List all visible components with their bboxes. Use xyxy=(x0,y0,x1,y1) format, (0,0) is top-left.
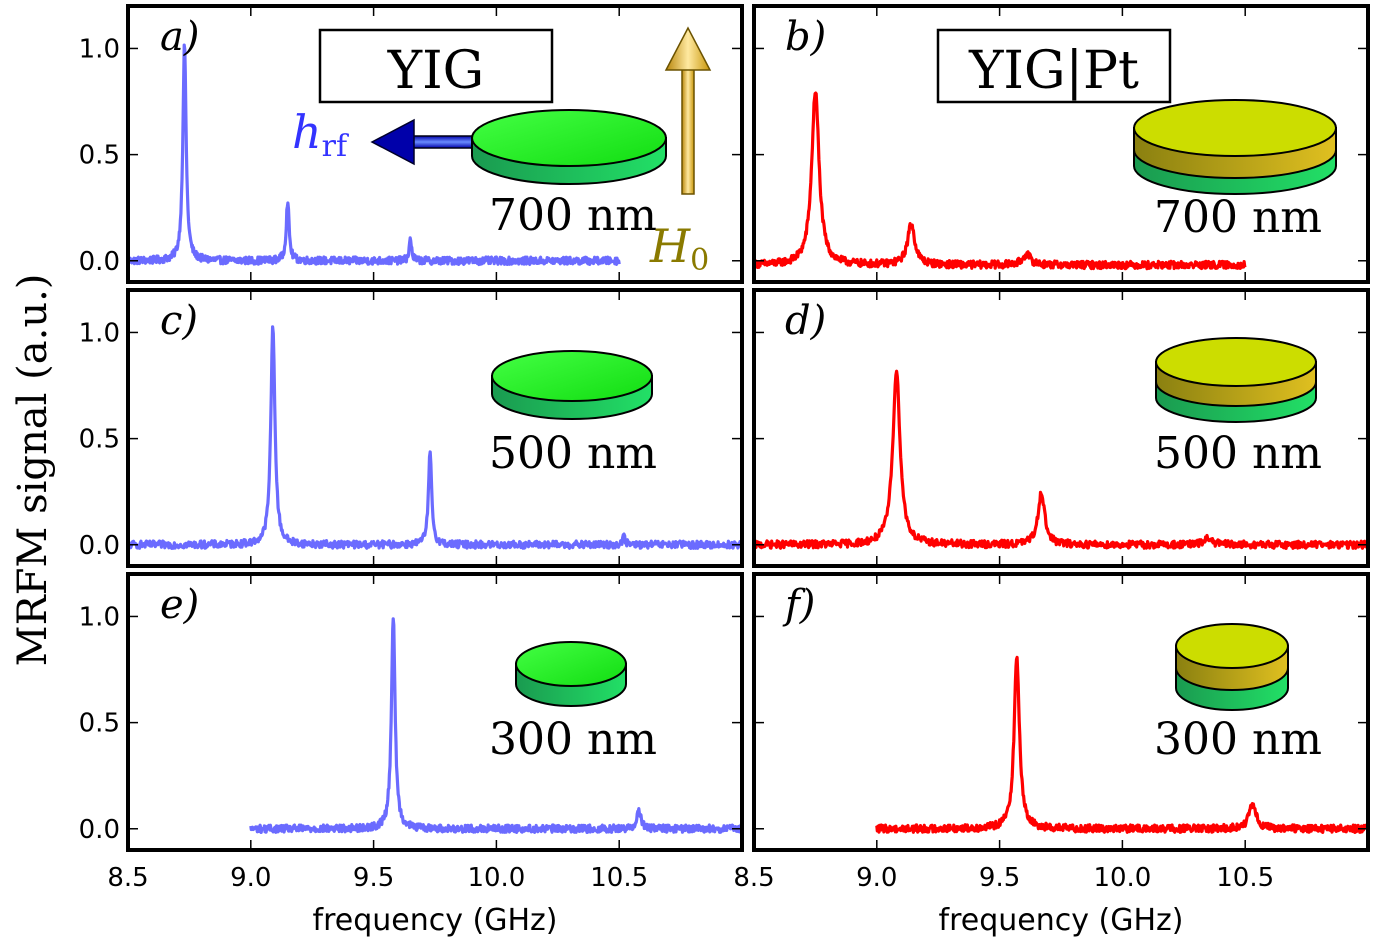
x-tick-label: 9.0 xyxy=(856,863,897,893)
panel-frame xyxy=(126,572,744,852)
series-line-d xyxy=(752,369,1370,550)
x-tick-label: 10.0 xyxy=(1093,863,1151,893)
h0-arrow-icon xyxy=(664,26,712,195)
panel-e: 0.0 0.5 1.0 8.5 9.0 9.5 10.0 10.5 frequency (GHz… xyxy=(79,572,744,938)
series-line-b xyxy=(752,91,1247,271)
panel-d: d) 500 nm xyxy=(752,288,1370,568)
panel-frame xyxy=(752,4,1370,284)
panel-b: b) 700 nm xyxy=(752,4,1370,284)
thickness-label: 700 nm xyxy=(489,190,657,241)
x-axis-label: frequency (GHz) xyxy=(939,903,1184,938)
thickness-label: 500 nm xyxy=(1154,428,1322,479)
series-line-c xyxy=(127,325,744,550)
disk-yig-700-icon xyxy=(471,109,667,185)
h0-label: H0 xyxy=(649,219,709,278)
x-tick-label: 8.5 xyxy=(107,863,148,893)
x-tick-label: 10.5 xyxy=(1216,863,1274,893)
x-tick-label: 9.5 xyxy=(353,863,394,893)
y-tick-label: 1.0 xyxy=(79,602,120,632)
x-tick-label: 10.0 xyxy=(467,863,525,893)
disk-yigpt-500-icon xyxy=(1155,337,1317,423)
panel-frame xyxy=(752,572,1370,852)
x-tick-label: 10.5 xyxy=(590,863,648,893)
thickness-label: 700 nm xyxy=(1154,192,1322,243)
disk-yig-500-icon xyxy=(491,350,653,420)
disk-yigpt-700-icon xyxy=(1133,99,1337,195)
series-line-e xyxy=(249,617,744,834)
thickness-label: 500 nm xyxy=(489,428,657,479)
panel-label: f) xyxy=(782,582,815,628)
series-line-f xyxy=(875,655,1370,834)
hrf-arrow-icon xyxy=(370,118,483,166)
thickness-label: 300 nm xyxy=(489,714,657,765)
y-tick-label: 1.0 xyxy=(79,34,120,64)
panel-label: d) xyxy=(785,298,826,344)
panel-frame xyxy=(126,4,744,284)
x-tick-label: 9.5 xyxy=(979,863,1020,893)
series-line-a xyxy=(126,43,621,267)
y-tick-label: 0.5 xyxy=(79,709,120,739)
panel-f: 8.5 9.0 9.5 10.0 10.5 frequency (GHz) f) 300 nm xyxy=(733,572,1370,938)
panel-frame xyxy=(752,288,1370,568)
disk-yig-300-icon xyxy=(515,641,627,707)
y-tick-label: 1.0 xyxy=(79,318,120,348)
yigpt-title: YIG|Pt xyxy=(968,41,1139,101)
panel-a: 0.0 0.5 1.0 a) 700 nm xyxy=(79,4,744,284)
y-tick-label: 0.0 xyxy=(79,247,120,277)
y-tick-label: 0.0 xyxy=(79,815,120,845)
panel-label: a) xyxy=(160,14,199,60)
y-tick-label: 0.5 xyxy=(79,141,120,171)
panel-label: c) xyxy=(160,298,198,344)
y-tick-label: 0.0 xyxy=(79,531,120,561)
panel-label: e) xyxy=(160,582,199,628)
x-axis-label: frequency (GHz) xyxy=(313,903,558,938)
thickness-label: 300 nm xyxy=(1154,714,1322,765)
panel-frame xyxy=(126,288,744,568)
y-axis-label: MRFM signal (a.u.) xyxy=(10,274,56,667)
hrf-label: hrf xyxy=(292,105,349,164)
panel-c: 0.0 0.5 1.0 c) 500 nm xyxy=(79,288,744,568)
disk-yigpt-300-icon xyxy=(1175,623,1289,711)
x-tick-label: 9.0 xyxy=(230,863,271,893)
x-tick-label: 8.5 xyxy=(733,863,774,893)
yig-title-box: YIG xyxy=(318,28,554,104)
yigpt-title-box: YIG|Pt xyxy=(936,28,1172,104)
panel-label: b) xyxy=(785,14,826,60)
yig-title: YIG xyxy=(387,41,484,101)
y-tick-label: 0.5 xyxy=(79,425,120,455)
